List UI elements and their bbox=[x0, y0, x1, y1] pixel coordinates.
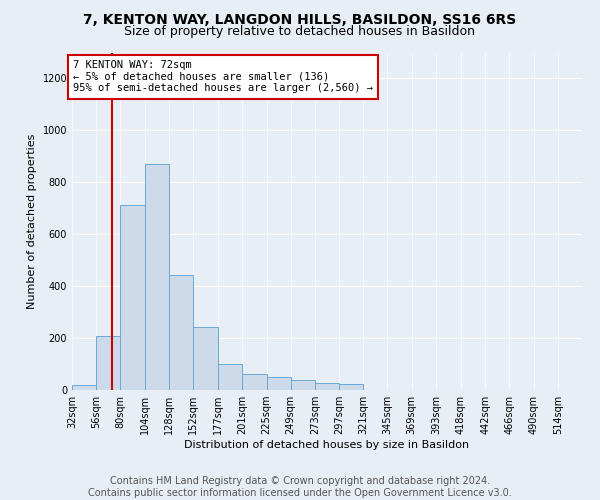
Bar bbox=[242, 374, 266, 390]
Bar bbox=[291, 380, 315, 390]
Bar bbox=[339, 384, 363, 390]
Bar bbox=[218, 364, 242, 390]
Text: 7, KENTON WAY, LANGDON HILLS, BASILDON, SS16 6RS: 7, KENTON WAY, LANGDON HILLS, BASILDON, … bbox=[83, 12, 517, 26]
Bar bbox=[266, 376, 291, 390]
Bar bbox=[315, 382, 339, 390]
X-axis label: Distribution of detached houses by size in Basildon: Distribution of detached houses by size … bbox=[184, 440, 470, 450]
Y-axis label: Number of detached properties: Number of detached properties bbox=[27, 134, 37, 309]
Bar bbox=[72, 385, 96, 390]
Text: Contains HM Land Registry data © Crown copyright and database right 2024.
Contai: Contains HM Land Registry data © Crown c… bbox=[88, 476, 512, 498]
Bar bbox=[121, 204, 145, 390]
Bar bbox=[169, 274, 193, 390]
Bar bbox=[193, 328, 218, 390]
Text: Size of property relative to detached houses in Basildon: Size of property relative to detached ho… bbox=[125, 25, 476, 38]
Bar bbox=[145, 164, 169, 390]
Bar bbox=[96, 336, 121, 390]
Text: 7 KENTON WAY: 72sqm
← 5% of detached houses are smaller (136)
95% of semi-detach: 7 KENTON WAY: 72sqm ← 5% of detached hou… bbox=[73, 60, 373, 94]
